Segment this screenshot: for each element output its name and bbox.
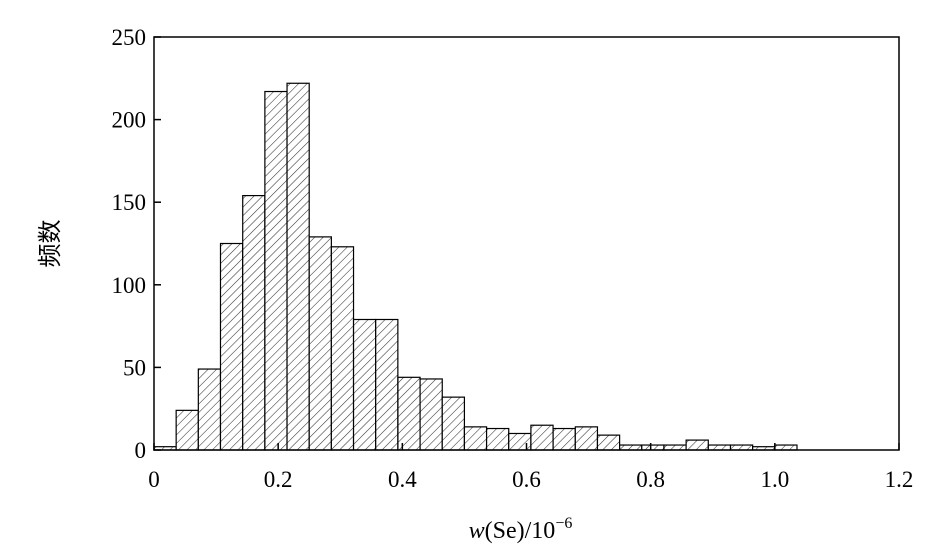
x-axis-title: w(Se)/10−6 bbox=[469, 515, 573, 544]
x-axis: 0 0.2 0.4 0.6 0.8 1.0 1.2 bbox=[148, 443, 913, 492]
y-tick-label: 50 bbox=[123, 355, 146, 380]
histogram-bar bbox=[596, 434, 621, 451]
histogram-bar bbox=[485, 427, 510, 451]
y-tick-label: 200 bbox=[112, 108, 147, 133]
bars-group bbox=[153, 82, 798, 451]
histogram-bar bbox=[219, 242, 244, 451]
histogram-bar bbox=[552, 427, 576, 451]
x-tick-label: 1.2 bbox=[885, 467, 914, 492]
histogram-bar bbox=[419, 378, 443, 451]
y-axis: 0 50 100 150 200 250 bbox=[112, 25, 161, 463]
y-axis-title: 频数 bbox=[37, 220, 64, 268]
histogram-bar bbox=[441, 396, 466, 451]
histogram-bar bbox=[175, 409, 199, 451]
x-tick-label: 1.0 bbox=[760, 467, 789, 492]
x-tick-label: 0.6 bbox=[512, 467, 541, 492]
x-axis-title-variable: w bbox=[469, 518, 485, 544]
x-axis-title-exponent: −6 bbox=[555, 515, 572, 532]
histogram-bar bbox=[197, 368, 222, 451]
histogram-bar bbox=[308, 236, 332, 451]
histogram-bar bbox=[463, 426, 488, 451]
histogram-bar bbox=[574, 426, 599, 451]
histogram-bar bbox=[397, 376, 421, 451]
x-tick-label: 0.2 bbox=[264, 467, 293, 492]
histogram-bar bbox=[264, 90, 288, 451]
histogram-bar bbox=[242, 194, 266, 451]
y-tick-label: 0 bbox=[135, 438, 147, 463]
x-tick-label: 0.4 bbox=[388, 467, 417, 492]
histogram-bar bbox=[375, 318, 399, 451]
histogram-bar bbox=[508, 432, 532, 451]
histogram-bar bbox=[530, 424, 554, 451]
x-tick-label: 0.8 bbox=[636, 467, 665, 492]
histogram-bar bbox=[286, 82, 310, 451]
x-tick-label: 0 bbox=[148, 467, 160, 492]
histogram-bar bbox=[330, 246, 355, 451]
histogram-bar bbox=[352, 318, 377, 451]
y-tick-label: 250 bbox=[112, 25, 147, 50]
y-tick-label: 100 bbox=[112, 273, 147, 298]
histogram-bar bbox=[685, 439, 709, 451]
y-tick-label: 150 bbox=[112, 190, 147, 215]
x-axis-title-main: (Se)/10 bbox=[485, 518, 556, 544]
